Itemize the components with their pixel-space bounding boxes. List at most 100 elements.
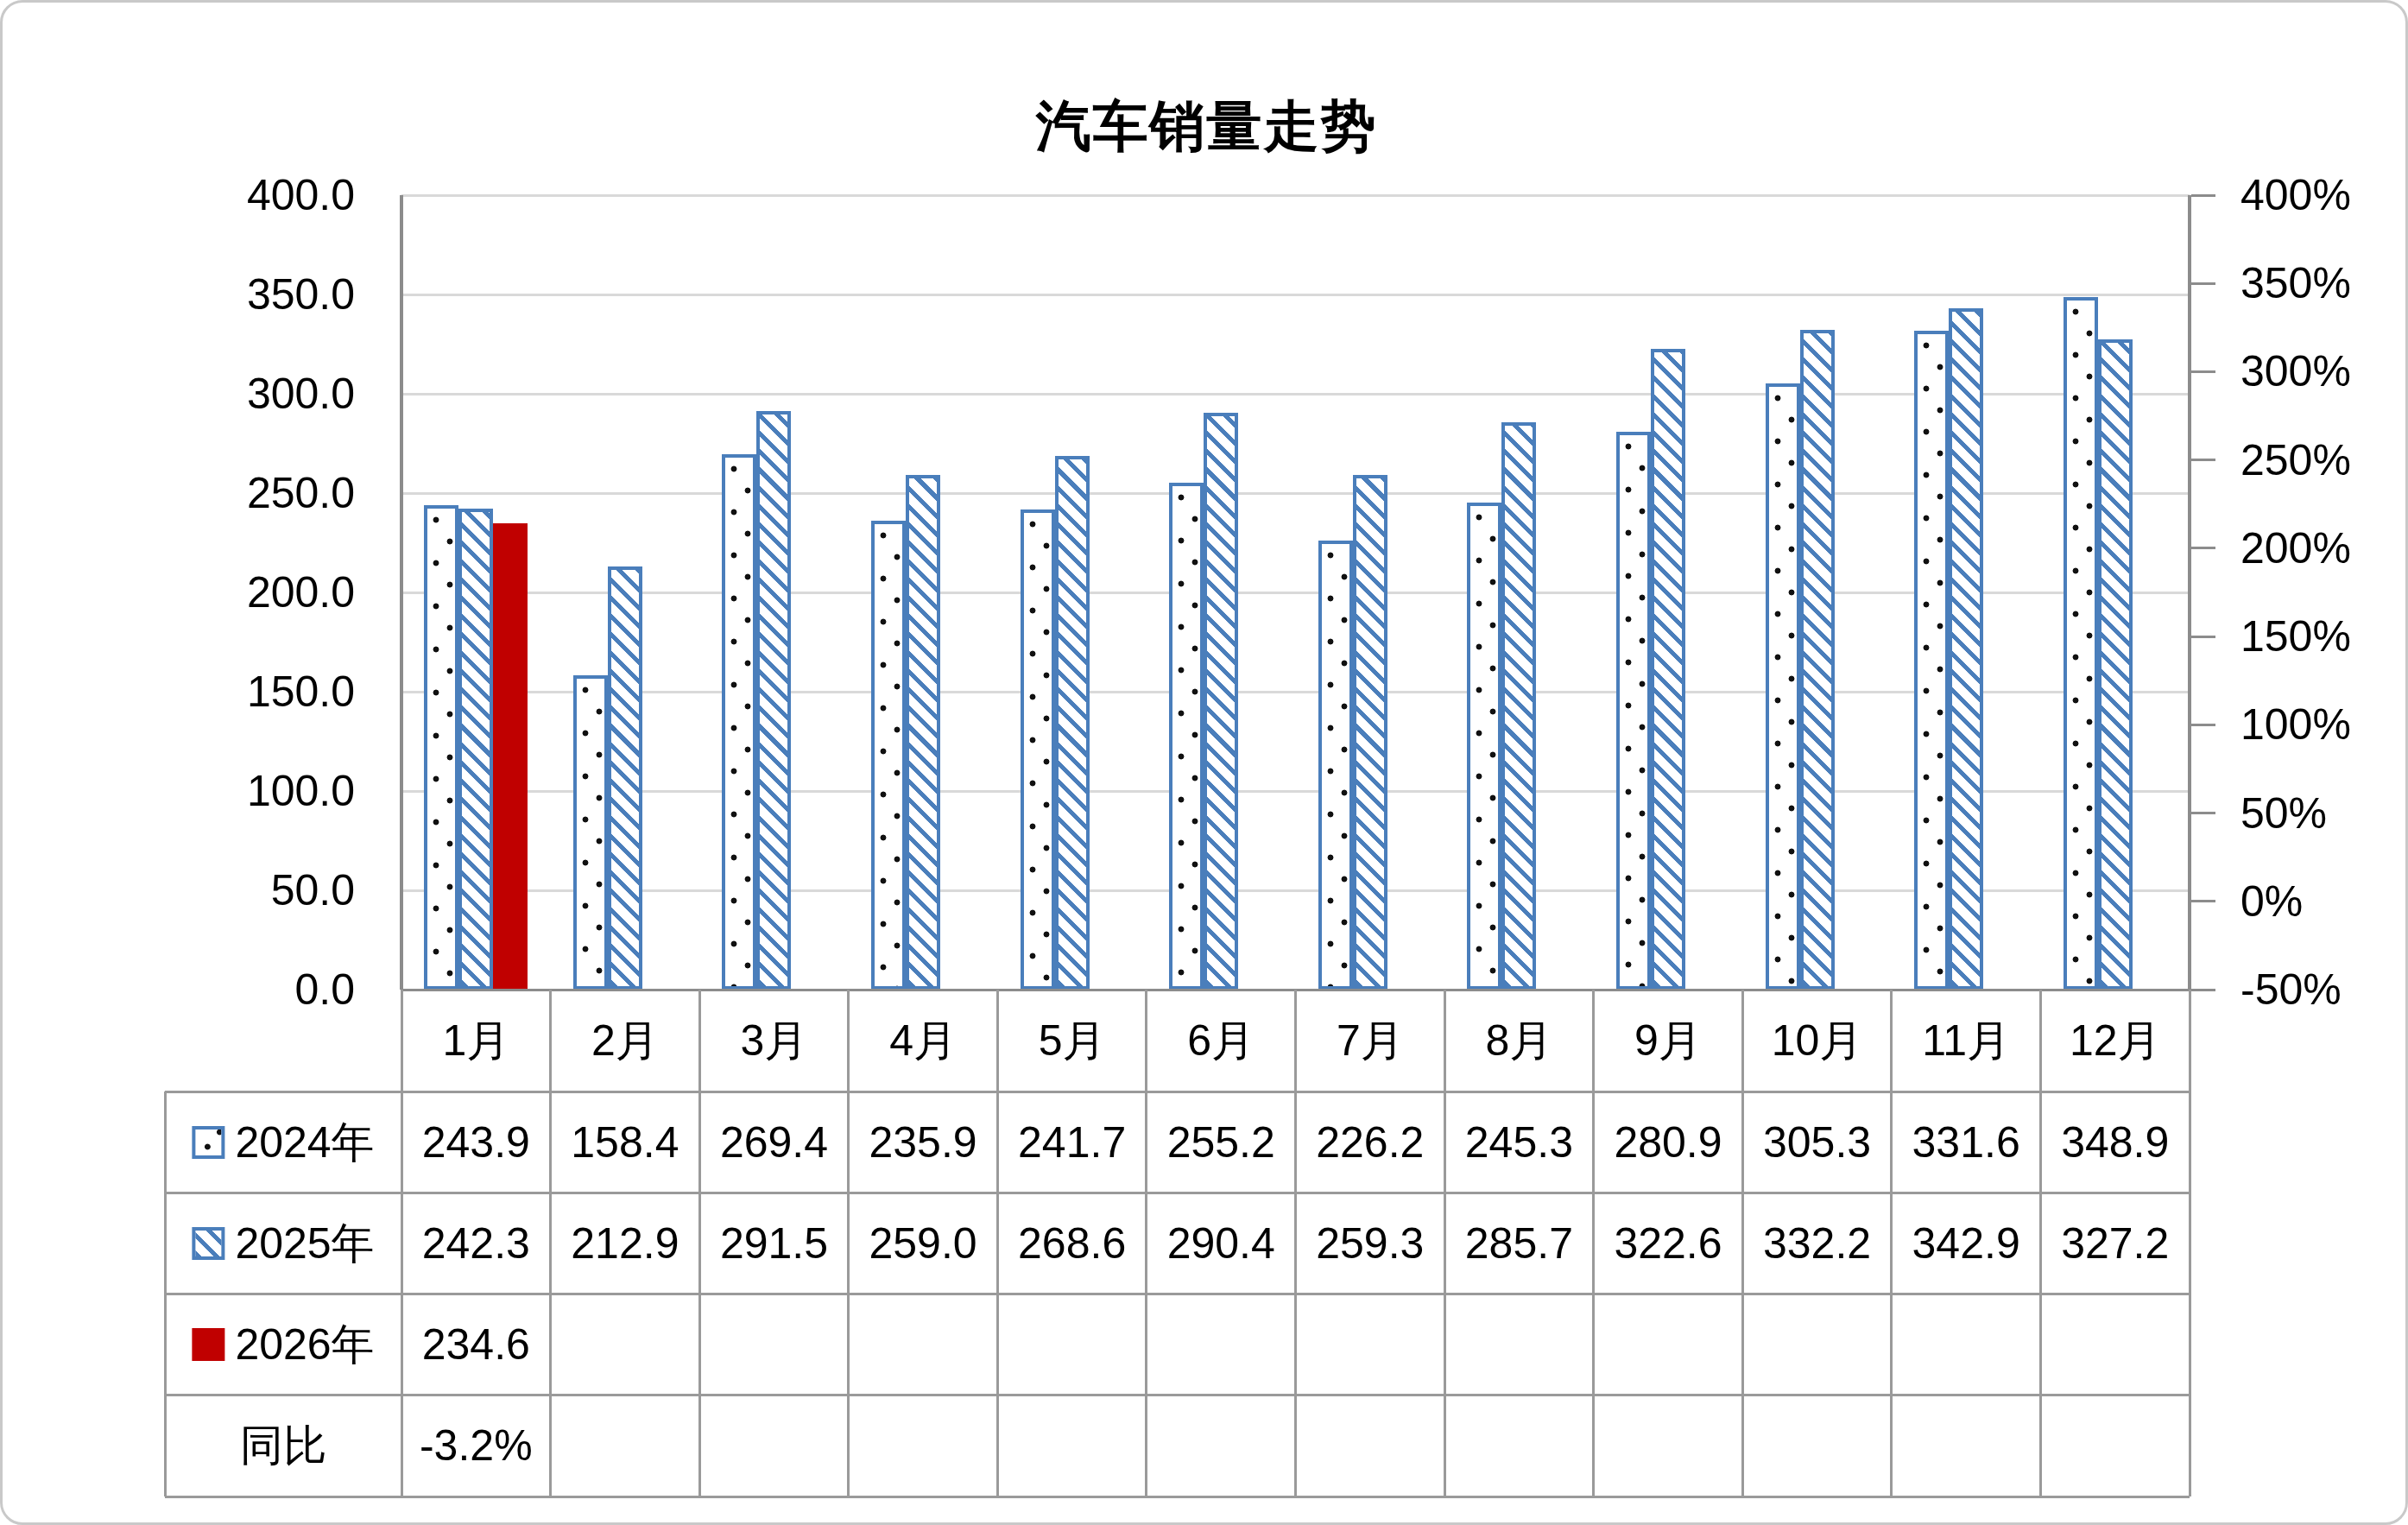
bar-2025年-10月 xyxy=(1800,330,1835,990)
bar-2024年-7月 xyxy=(1318,541,1353,990)
left-axis-tick-label: 100.0 xyxy=(247,769,355,813)
table-cell-2025年-8月: 285.7 xyxy=(1465,1222,1573,1265)
right-axis-tick-label: -50% xyxy=(2241,968,2342,1011)
right-axis-tick xyxy=(2191,900,2215,902)
table-cell-2024年-2月: 158.4 xyxy=(571,1121,679,1164)
bar-2025年-12月 xyxy=(2098,339,2133,990)
table-cell-2025年-11月: 342.9 xyxy=(1912,1222,2020,1265)
table-cell-2025年-9月: 322.6 xyxy=(1614,1222,1722,1265)
table-row-line xyxy=(165,1293,2190,1295)
table-cell-2024年-9月: 280.9 xyxy=(1614,1121,1722,1164)
left-axis-tick-label: 200.0 xyxy=(247,571,355,614)
month-label: 8月 xyxy=(1485,1019,1552,1062)
left-axis-tick-label: 300.0 xyxy=(247,372,355,415)
legend-swatch-2025年 xyxy=(192,1227,224,1260)
left-axis-tick-label: 0.0 xyxy=(294,968,355,1011)
table-cell-2025年-10月: 332.2 xyxy=(1763,1222,1871,1265)
table-cell-2024年-12月: 348.9 xyxy=(2061,1121,2169,1164)
month-label: 11月 xyxy=(1922,1019,2010,1062)
table-cell-2025年-2月: 212.9 xyxy=(571,1222,679,1265)
bar-2025年-3月 xyxy=(756,411,791,990)
left-axis-tick-label: 350.0 xyxy=(247,273,355,316)
legend-swatch-2026年 xyxy=(192,1328,224,1361)
table-cell-2024年-3月: 269.4 xyxy=(720,1121,828,1164)
table-cell-2025年-5月: 268.6 xyxy=(1018,1222,1126,1265)
table-row-line xyxy=(165,1496,2190,1498)
bar-2025年-1月 xyxy=(458,509,493,990)
chart-title: 汽车销量走势 xyxy=(3,89,2408,164)
gridline xyxy=(401,194,2190,197)
table-cell-2025年-6月: 290.4 xyxy=(1167,1222,1275,1265)
table-column-line xyxy=(1444,990,1446,1497)
bar-2025年-7月 xyxy=(1353,475,1387,990)
table-left-border xyxy=(164,1092,167,1497)
bar-2025年-9月 xyxy=(1651,349,1685,990)
bar-2024年-2月 xyxy=(573,675,608,990)
table-cell-2025年-3月: 291.5 xyxy=(720,1222,828,1265)
bar-chart: 汽车销量走势 400%350%300%250%200%150%100%50%0%… xyxy=(3,3,2408,1525)
table-cell-2024年-8月: 245.3 xyxy=(1465,1121,1573,1164)
month-label: 2月 xyxy=(591,1019,659,1062)
right-axis-tick xyxy=(2191,370,2215,373)
right-axis-tick xyxy=(2191,989,2215,991)
right-axis-tick-label: 100% xyxy=(2241,703,2351,746)
right-axis-tick xyxy=(2191,459,2215,461)
month-label: 10月 xyxy=(1772,1019,1863,1062)
month-label: 5月 xyxy=(1039,1019,1106,1062)
row-label-text: 同比 xyxy=(240,1424,326,1467)
left-axis-tick-label: 250.0 xyxy=(247,471,355,515)
bar-2024年-11月 xyxy=(1914,331,1949,990)
table-cell-2025年-12月: 327.2 xyxy=(2061,1222,2169,1265)
bar-2024年-9月 xyxy=(1616,432,1651,990)
row-label-text: 2024年 xyxy=(235,1121,374,1164)
month-label: 1月 xyxy=(442,1019,509,1062)
table-column-line xyxy=(1890,990,1893,1497)
table-cell-2024年-5月: 241.7 xyxy=(1018,1121,1126,1164)
right-axis-tick-label: 400% xyxy=(2241,174,2351,217)
table-row-line xyxy=(165,1394,2190,1396)
table-column-line xyxy=(698,990,701,1497)
month-label: 9月 xyxy=(1634,1019,1702,1062)
row-label-text: 2026年 xyxy=(235,1323,374,1366)
right-axis-tick xyxy=(2191,812,2215,814)
table-cell-2025年-4月: 259.0 xyxy=(869,1222,976,1265)
month-label: 7月 xyxy=(1337,1019,1404,1062)
month-label: 6月 xyxy=(1187,1019,1255,1062)
screenshot-frame: 汽车销量走势 400%350%300%250%200%150%100%50%0%… xyxy=(0,0,2408,1525)
bar-2024年-4月 xyxy=(871,521,906,990)
table-cell-2024年-7月: 226.2 xyxy=(1316,1121,1424,1164)
table-cell-2026年-1月: 234.6 xyxy=(422,1323,530,1366)
bar-2024年-1月 xyxy=(424,505,458,990)
row-label-同比: 同比 xyxy=(240,1424,326,1467)
bar-2025年-6月 xyxy=(1204,413,1238,990)
right-axis-tick-label: 200% xyxy=(2241,527,2351,570)
table-cell-同比-1月: -3.2% xyxy=(420,1424,533,1467)
table-cell-2024年-10月: 305.3 xyxy=(1763,1121,1871,1164)
table-column-line xyxy=(996,990,999,1497)
table-row-line xyxy=(165,1192,2190,1194)
bar-2025年-11月 xyxy=(1949,308,1983,990)
row-label-text: 2025年 xyxy=(235,1222,374,1265)
left-value-axis-line xyxy=(400,195,403,990)
table-column-line xyxy=(1145,990,1147,1497)
table-column-line xyxy=(2189,990,2191,1497)
table-cell-2024年-11月: 331.6 xyxy=(1912,1121,2020,1164)
right-axis-tick-label: 250% xyxy=(2241,439,2351,482)
right-percent-axis-line xyxy=(2188,195,2191,990)
table-column-line xyxy=(2039,990,2042,1497)
right-axis-tick xyxy=(2191,194,2215,197)
bar-2025年-4月 xyxy=(906,475,940,990)
table-row-line xyxy=(165,1091,2190,1093)
right-axis-tick xyxy=(2191,282,2215,285)
row-label-2026年: 2026年 xyxy=(192,1323,374,1366)
table-cell-2024年-4月: 235.9 xyxy=(869,1121,976,1164)
right-axis-tick-label: 50% xyxy=(2241,792,2327,835)
bar-2024年-6月 xyxy=(1169,483,1204,990)
table-column-line xyxy=(847,990,850,1497)
table-column-line xyxy=(549,990,552,1497)
bar-2024年-5月 xyxy=(1021,509,1055,990)
bar-2024年-8月 xyxy=(1467,503,1501,990)
table-cell-2024年-1月: 243.9 xyxy=(422,1121,530,1164)
left-axis-tick-label: 150.0 xyxy=(247,670,355,713)
row-label-2025年: 2025年 xyxy=(192,1222,374,1265)
